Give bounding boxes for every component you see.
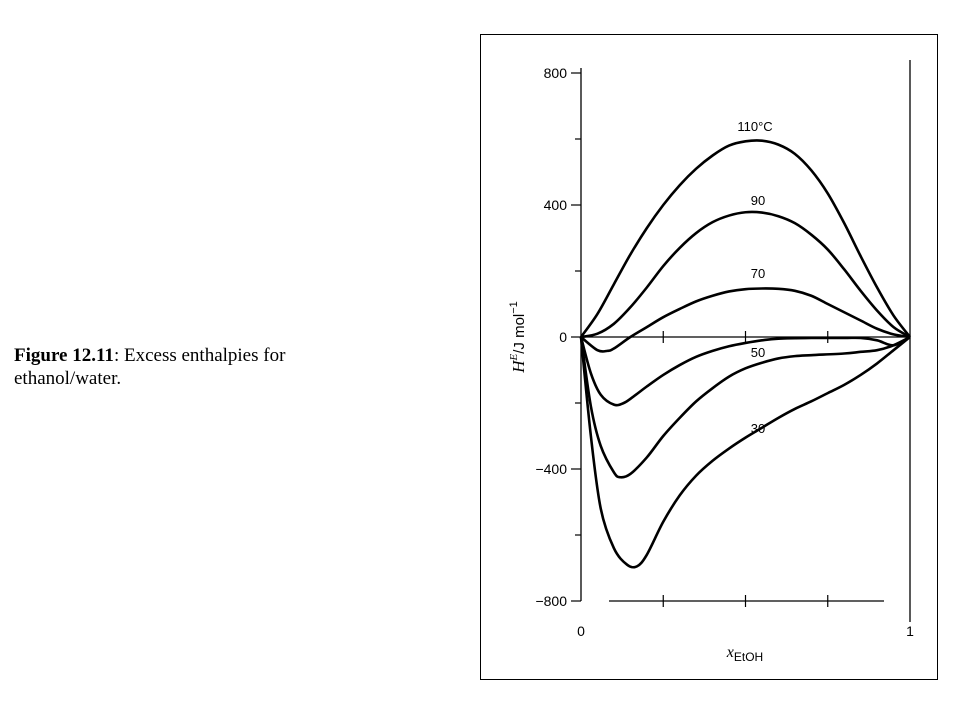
- curve-label: 110°C: [737, 119, 772, 134]
- y-tick-label: 0: [559, 329, 567, 345]
- x-axis-label: xEtOH: [726, 644, 763, 664]
- caption-text: : Excess enthalpies for ethanol/water.: [14, 345, 286, 389]
- x-tick-label: 0: [577, 623, 585, 639]
- y-tick-label: 400: [544, 197, 568, 213]
- chart-axes: [571, 60, 911, 622]
- curve-2: [580, 287, 911, 353]
- curve-0: [579, 139, 912, 338]
- y-tick-label: −800: [535, 593, 567, 609]
- x-tick-label: 1: [906, 623, 914, 639]
- chart-frame: [480, 34, 938, 680]
- y-tick-label: −400: [535, 461, 567, 477]
- figure-number: Figure 12.11: [14, 345, 114, 366]
- figure-caption: Figure 12.11: Excess enthalpies for etha…: [14, 344, 374, 390]
- chart-curves: [579, 139, 912, 569]
- curve-label: 90: [751, 193, 765, 208]
- y-tick-label: 800: [544, 65, 568, 81]
- curve-label: 50: [751, 345, 765, 360]
- curve-label: 70: [751, 266, 765, 281]
- curve-label: 30: [751, 421, 765, 436]
- y-axis-label: HE/J mol−1: [508, 301, 528, 374]
- curve-1: [580, 210, 911, 339]
- curve-5: [579, 335, 911, 569]
- curve-4: [579, 335, 911, 479]
- curve-3: [579, 335, 911, 407]
- chart-labels: 800 400 0 −400 −800 0 1 110°C 90 70 50 30 xEtOH HE/J …: [508, 65, 914, 664]
